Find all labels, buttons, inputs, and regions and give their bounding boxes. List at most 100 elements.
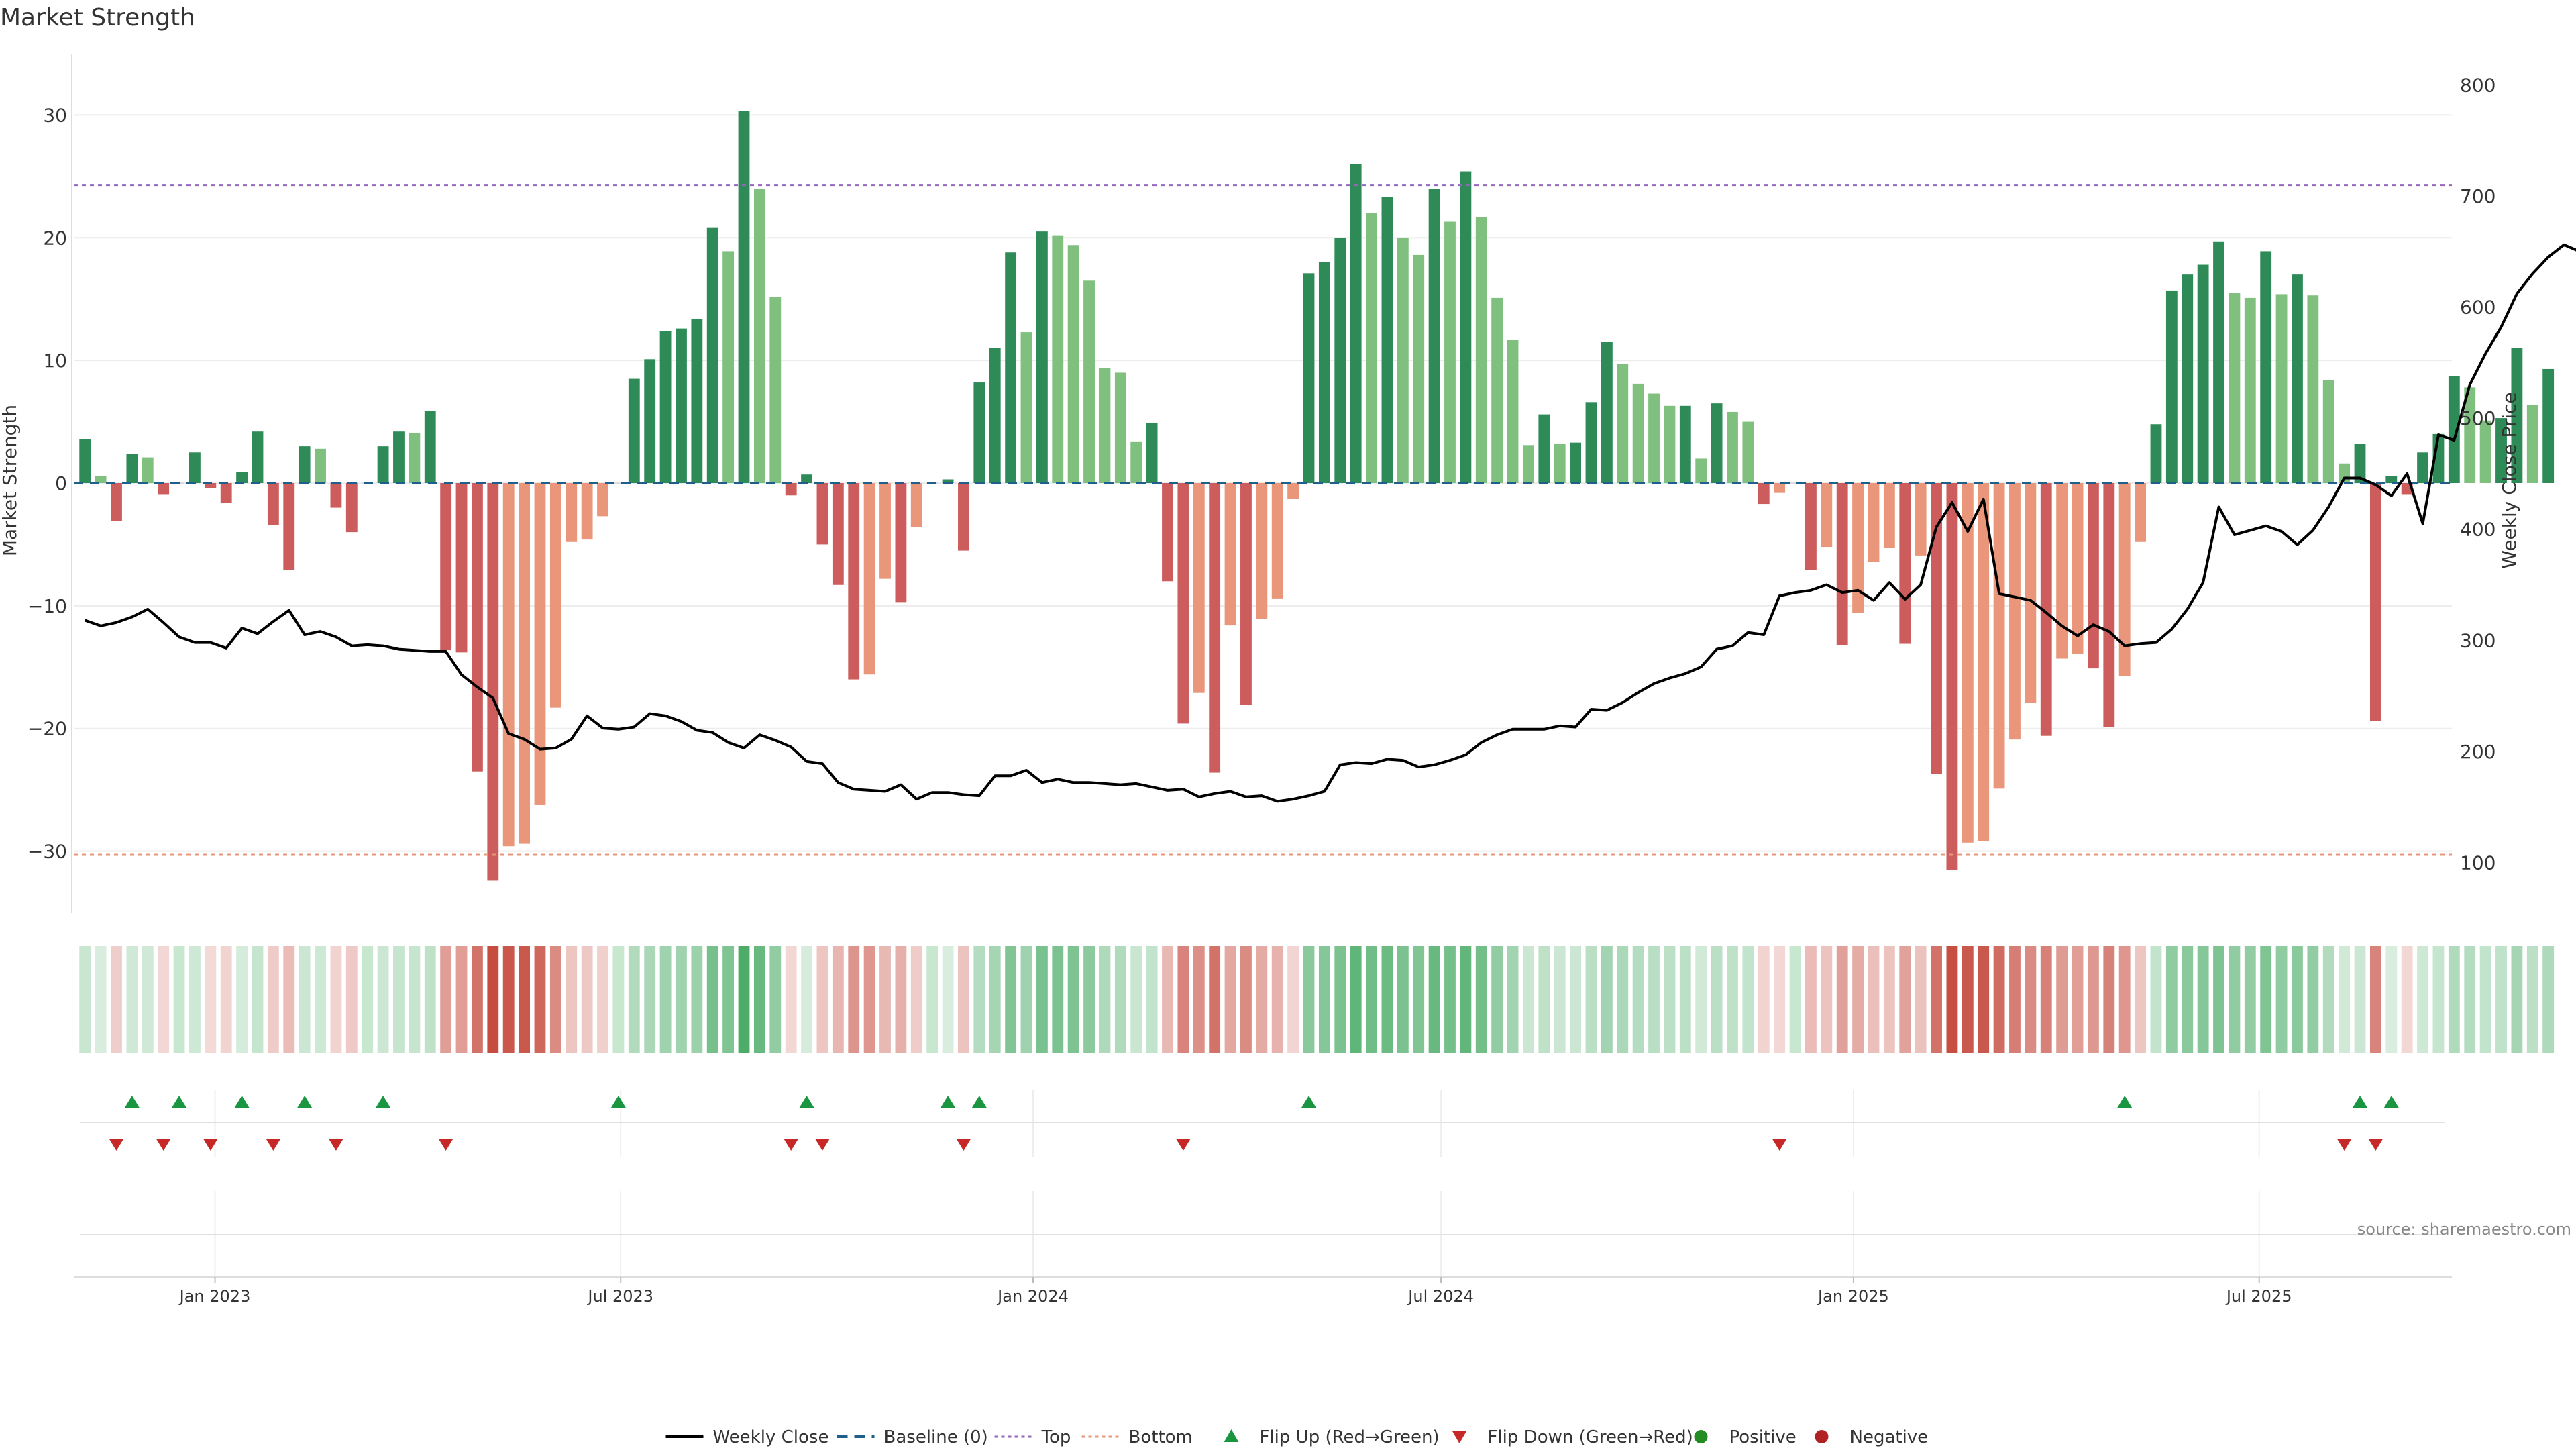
strength-bar [1711,403,1723,483]
ribbon-cell [1366,946,1377,1053]
legend-swatch [1815,1430,1829,1443]
strength-bar [2322,380,2334,483]
strength-bar [1585,402,1597,483]
legend-item: Negative [1815,1427,1928,1447]
strength-bar [769,297,782,483]
ribbon-cell [1758,946,1770,1053]
ribbon-cell [832,946,844,1053]
strength-bar [2244,297,2256,483]
ribbon-cell [738,946,750,1053]
strength-bar [1695,458,1707,483]
strength-bar [1570,442,1582,483]
ribbon-cell [2213,946,2224,1053]
ribbon-cell [471,946,483,1053]
y-tick-label: 20 [43,227,67,249]
flip-up-marker [172,1096,187,1108]
strength-bar [1978,483,1990,841]
ribbon-cell [2025,946,2037,1053]
x-tick-label: Jan 2023 [178,1287,251,1306]
strength-bar [706,227,718,483]
ribbon-cell [973,946,985,1053]
flip-down-marker [109,1139,124,1151]
strength-bar [2197,264,2209,483]
ribbon-cell [1852,946,1864,1053]
strength-bar [1915,483,1927,556]
legend-swatch [1224,1429,1239,1442]
ribbon-cell [393,946,405,1053]
ribbon-cell [1130,946,1142,1053]
x-tick-label: Jul 2023 [586,1287,653,1306]
strength-bar [816,483,828,545]
ribbon-cell [895,946,907,1053]
ribbon-cell [1334,946,1346,1053]
strength-bar [1554,444,1566,483]
ribbon-cell [2322,946,2334,1053]
ribbon-cell [455,946,468,1053]
ribbon-cell [1318,946,1330,1053]
strength-bar [471,483,483,772]
ribbon-cell [409,946,421,1053]
strength-bar [942,479,954,483]
strength-bar [1946,483,1958,870]
strength-bar [863,483,875,675]
flip-down-marker [956,1139,971,1151]
legend-item: Positive [1694,1427,1796,1447]
y2-axis-label: Weekly Close Price [2498,392,2520,568]
strength-bar [205,483,217,488]
ribbon-cell [283,946,295,1053]
strength-bar [1114,372,1126,483]
strength-bar [299,446,311,483]
ribbon-cell [1428,946,1440,1053]
ribbon-cell [659,946,672,1053]
strength-bar [1601,342,1613,483]
flip-up-marker [610,1096,626,1108]
strength-bar [597,483,608,517]
strength-bar [2260,251,2272,483]
ribbon-cell [1475,946,1487,1053]
y-tick-label: 30 [43,104,67,126]
ribbon-cell [1978,946,1990,1053]
strength-bar [1397,238,1409,483]
strength-bar [738,111,750,483]
y2-tick-label: 400 [2460,519,2496,541]
ribbon-cell [1617,946,1629,1053]
ribbon-cell [2103,946,2115,1053]
ribbon-cell [2118,946,2131,1053]
strength-bar [2118,483,2131,676]
strength-bar [2025,483,2037,703]
strength-bar [832,483,844,585]
strength-bar [1664,405,1676,483]
flip-up-marker [297,1096,313,1108]
ribbon-cell [1883,946,1895,1053]
strength-bar [644,359,656,483]
legend-label: Weekly Close [713,1427,829,1447]
ribbon-cell [1805,946,1817,1053]
strength-bar [1475,217,1487,483]
strength-bar [440,483,452,650]
legend-item: Weekly Close [665,1427,829,1447]
strength-bar [2385,476,2398,483]
strength-bar [2165,290,2178,483]
ribbon-cell [1287,946,1299,1053]
ribbon-cell [1585,946,1597,1053]
ribbon-cell [2417,946,2428,1053]
flip-down-marker [156,1139,171,1151]
ribbon-cell [1146,946,1158,1053]
flip-down-marker [203,1139,218,1151]
y2-tick-label: 700 [2460,185,2496,207]
ribbon-cell [142,946,154,1053]
ribbon-cell [1303,946,1315,1053]
strength-bar [1758,483,1770,505]
strength-bar [158,483,170,495]
y-axis-label: Market Strength [0,405,21,556]
strength-bar [1821,483,1833,548]
ribbon-cell [440,946,452,1053]
flip-up-marker [234,1096,250,1108]
strength-bar [2150,424,2162,483]
ribbon-cell [1005,946,1017,1053]
ribbon-cell [1946,946,1958,1053]
ribbon-cell [2197,946,2209,1053]
ribbon-cell [1915,946,1927,1053]
strength-bar [676,328,687,483]
